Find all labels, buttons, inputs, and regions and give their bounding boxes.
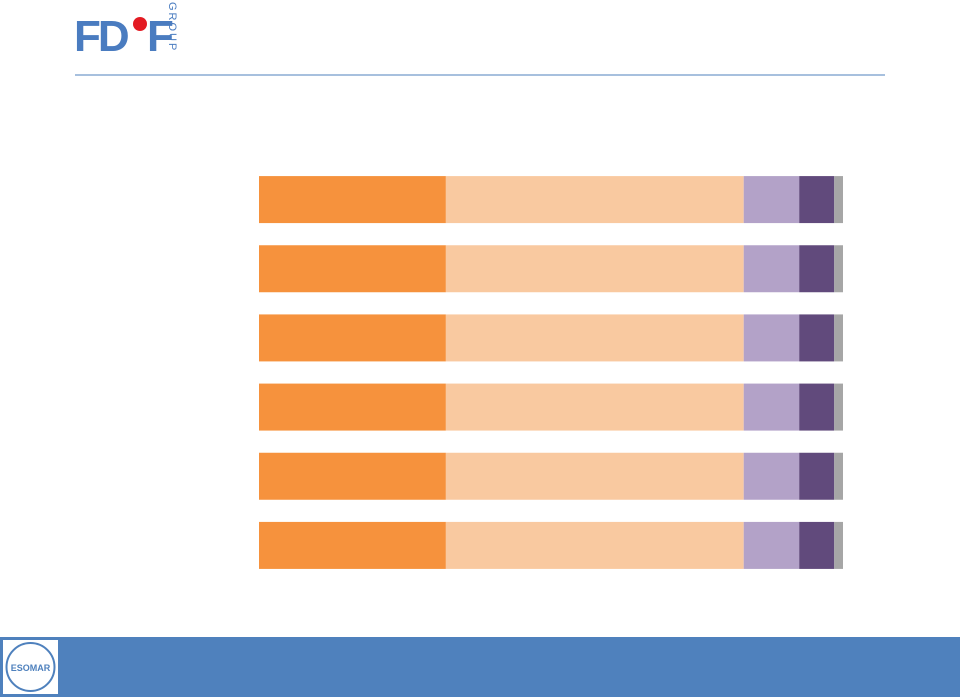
badge: [3, 640, 58, 694]
logo-dot: [133, 17, 147, 31]
bar-segment: [799, 521, 835, 569]
bar-segment: [259, 383, 446, 431]
bar-segment: [743, 245, 800, 293]
bar-segment: [445, 176, 744, 224]
bar-segment: [799, 245, 835, 293]
bar-segment: [799, 452, 835, 500]
bar-segment: [445, 383, 744, 431]
bar-segment: [445, 314, 744, 362]
bar-segment: [743, 176, 800, 224]
logo-text: F: [147, 12, 174, 61]
bar-segment: [259, 521, 446, 569]
bar-segment: [259, 176, 446, 224]
bar-segment: [834, 383, 843, 431]
logo-text: FD: [74, 12, 128, 61]
bar-segment: [834, 314, 843, 362]
bar-segment: [743, 521, 800, 569]
bar-segment: [799, 314, 835, 362]
bar-segment: [834, 452, 843, 500]
bar-segment: [259, 314, 446, 362]
bar-segment: [743, 383, 800, 431]
bar-segment: [743, 452, 800, 500]
bar-segment: [834, 176, 843, 224]
bar-segment: [834, 521, 843, 569]
bar-segment: [743, 314, 800, 362]
logo: FD F GROUP: [74, 2, 178, 61]
bar-segment: [445, 521, 744, 569]
badge-text: ESOMAR: [11, 663, 51, 673]
plot: [259, 176, 843, 569]
bar-segment: [834, 245, 843, 293]
logo-sub: GROUP: [166, 2, 178, 52]
bar-segment: [259, 452, 446, 500]
bar-segment: [799, 176, 835, 224]
bar-segment: [259, 245, 446, 293]
footer-band: [0, 637, 960, 697]
bar-segment: [799, 383, 835, 431]
bar-segment: [445, 245, 744, 293]
badge-ring: [5, 642, 56, 692]
bar-segment: [445, 452, 744, 500]
